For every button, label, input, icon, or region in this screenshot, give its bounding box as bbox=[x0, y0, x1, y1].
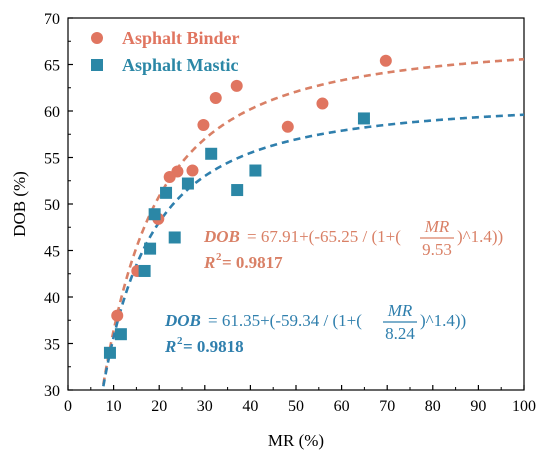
binder-eq-lhs: DOB bbox=[203, 227, 240, 246]
x-tick-label: 20 bbox=[151, 398, 167, 415]
binder-r2-label: R bbox=[203, 253, 215, 272]
y-tick-label: 50 bbox=[44, 197, 60, 214]
y-tick-label: 70 bbox=[44, 11, 60, 28]
binder-eq-num: MR bbox=[424, 217, 450, 236]
point-mastic bbox=[138, 264, 151, 277]
point-binder bbox=[171, 165, 184, 178]
mastic-r2-label: R bbox=[164, 337, 176, 356]
point-binder bbox=[230, 79, 243, 92]
y-tick-label: 60 bbox=[44, 104, 60, 121]
point-binder bbox=[379, 54, 392, 67]
binder-r2-sup: 2 bbox=[216, 251, 222, 263]
fit-curve-mastic bbox=[102, 113, 525, 387]
y-tick-label: 40 bbox=[44, 290, 60, 307]
mastic-eq-head: = 61.35+(-59.34 / (1+( bbox=[208, 311, 362, 330]
legend-marker-mastic bbox=[91, 59, 103, 71]
point-mastic bbox=[357, 112, 370, 125]
point-mastic bbox=[160, 186, 173, 199]
binder-eq-tail: )^1.4)) bbox=[457, 227, 503, 246]
point-mastic bbox=[114, 328, 127, 341]
y-tick-label: 45 bbox=[44, 244, 60, 261]
mastic-eq-lhs: DOB bbox=[164, 311, 201, 330]
point-mastic bbox=[168, 231, 181, 244]
y-tick-label: 65 bbox=[44, 58, 60, 75]
x-tick-label: 80 bbox=[425, 398, 441, 415]
fit-curves bbox=[102, 57, 525, 387]
binder-eq-den: 9.53 bbox=[422, 240, 452, 259]
binder-equation: DOB = 67.91+(-65.25 / (1+( MR 9.53 )^1.4… bbox=[203, 217, 503, 272]
x-tick-label: 60 bbox=[334, 398, 350, 415]
x-tick-label: 50 bbox=[288, 398, 304, 415]
mastic-r2-sup: 2 bbox=[177, 335, 183, 347]
point-mastic bbox=[205, 147, 218, 160]
point-mastic bbox=[144, 242, 157, 255]
x-axis-title: MR (%) bbox=[268, 431, 324, 450]
y-axis-title: DOB (%) bbox=[10, 171, 29, 237]
legend-marker-binder bbox=[91, 32, 103, 44]
binder-r2-value: = 0.9817 bbox=[222, 253, 283, 272]
point-mastic bbox=[231, 184, 244, 197]
point-binder bbox=[209, 91, 222, 104]
x-tick-label: 30 bbox=[197, 398, 213, 415]
x-tick-label: 10 bbox=[106, 398, 122, 415]
mastic-eq-tail: )^1.4)) bbox=[420, 311, 466, 330]
point-mastic bbox=[103, 346, 116, 359]
binder-eq-head: = 67.91+(-65.25 / (1+( bbox=[247, 227, 401, 246]
mastic-r2-value: = 0.9818 bbox=[183, 337, 244, 356]
mastic-eq-den: 8.24 bbox=[385, 324, 415, 343]
x-tick-label: 40 bbox=[242, 398, 258, 415]
point-binder bbox=[316, 97, 329, 110]
legend-label-mastic: Asphalt Mastic bbox=[122, 55, 239, 75]
legend: Asphalt Binder Asphalt Mastic bbox=[91, 28, 240, 75]
fit-curve-binder bbox=[102, 57, 525, 385]
mastic-eq-num: MR bbox=[387, 301, 413, 320]
x-tick-label: 0 bbox=[64, 398, 72, 415]
point-mastic bbox=[148, 208, 161, 221]
data-points bbox=[103, 54, 392, 359]
y-tick-label: 35 bbox=[44, 337, 60, 354]
x-tick-label: 90 bbox=[470, 398, 486, 415]
point-binder bbox=[281, 120, 294, 133]
point-binder bbox=[186, 164, 199, 177]
axes: 0 10 20 30 40 50 60 70 80 90 100 30 35 40 45 50 55 60 65 70 bbox=[44, 11, 536, 415]
x-tick-label: 100 bbox=[512, 398, 536, 415]
point-mastic bbox=[181, 177, 194, 190]
point-mastic bbox=[249, 164, 262, 177]
y-tick-label: 30 bbox=[44, 383, 60, 400]
mastic-equation: DOB = 61.35+(-59.34 / (1+( MR 8.24 )^1.4… bbox=[164, 301, 466, 356]
point-binder bbox=[111, 309, 124, 322]
y-tick-label: 55 bbox=[44, 151, 60, 168]
point-binder bbox=[197, 118, 210, 131]
legend-label-binder: Asphalt Binder bbox=[122, 28, 240, 48]
x-tick-label: 70 bbox=[379, 398, 395, 415]
